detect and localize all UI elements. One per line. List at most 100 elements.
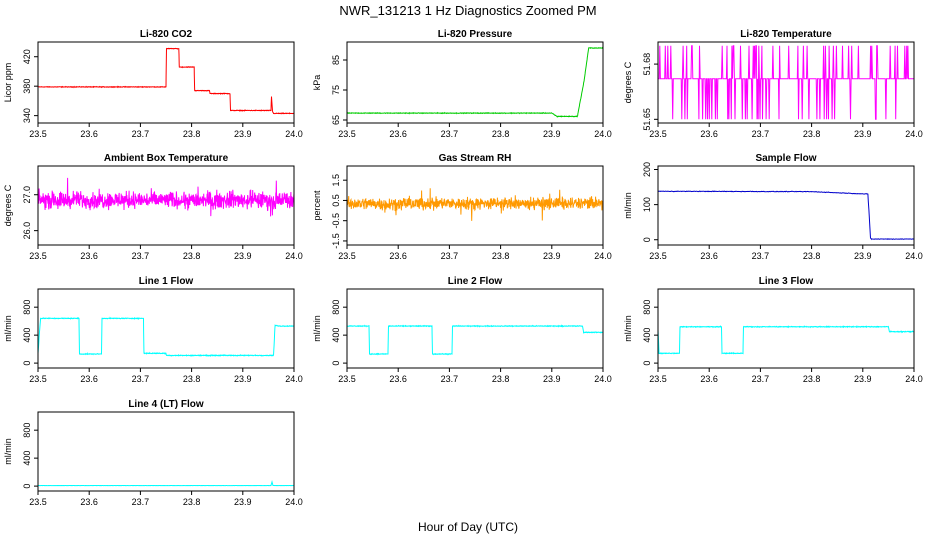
x-tick-label: 23.8 xyxy=(183,497,201,507)
x-tick-label: 24.0 xyxy=(594,251,612,261)
y-tick-label: 26.0 xyxy=(22,222,32,240)
x-tick-label: 23.9 xyxy=(234,129,252,139)
panels-group: Li-820 CO2 Licor ppm 23.5 23.6 23.7 23.8 23.9 2… xyxy=(3,29,923,507)
x-tick-label: 24.0 xyxy=(285,251,303,261)
y-axis-label: ml/min xyxy=(623,315,633,342)
y-tick-label: 340 xyxy=(22,108,32,123)
x-tick-label: 23.7 xyxy=(441,129,459,139)
x-tick-label: 23.6 xyxy=(389,251,407,261)
x-tick-label: 23.9 xyxy=(854,251,872,261)
y-tick-label: 0 xyxy=(22,361,32,366)
panel-title: Li-820 Pressure xyxy=(438,29,513,40)
y-tick-label: 51.65 xyxy=(642,108,652,131)
y-tick-label: 400 xyxy=(331,328,341,343)
x-tick-label: 23.9 xyxy=(854,374,872,384)
x-tick-label: 23.8 xyxy=(803,374,821,384)
y-tick-label: 400 xyxy=(22,328,32,343)
x-tick-label: 23.9 xyxy=(543,251,561,261)
x-tick-label: 24.0 xyxy=(905,251,923,261)
plot-frame xyxy=(346,288,604,369)
series-line-sample xyxy=(658,190,914,241)
y-tick-label: 100 xyxy=(642,197,652,212)
x-tick-label: 23.7 xyxy=(752,251,770,261)
y-tick-label: 65 xyxy=(331,115,341,125)
series-line-line2 xyxy=(347,324,603,356)
plot-frame xyxy=(657,288,915,369)
y-tick-label: 400 xyxy=(642,328,652,343)
x-tick-label: 23.5 xyxy=(649,129,667,139)
figure-title: NWR_131213 1 Hz Diagnostics Zoomed PM xyxy=(339,3,596,18)
y-tick-label: 85 xyxy=(331,55,341,65)
plot-frame xyxy=(346,165,604,246)
y-tick-label: 0 xyxy=(642,361,652,366)
y-tick-label: 200 xyxy=(642,162,652,177)
x-tick-label: 23.9 xyxy=(543,374,561,384)
y-tick-label: -0.5 xyxy=(331,213,341,229)
x-tick-label: 23.5 xyxy=(29,251,47,261)
x-tick-label: 23.7 xyxy=(752,374,770,384)
y-axis-label: degrees C xyxy=(623,61,633,103)
panel-line1: Line 1 Flow ml/min 23.5 23.6 23.7 23.8 23.9 24.… xyxy=(3,276,303,384)
y-axis-label: ml/min xyxy=(3,315,13,342)
panel-title: Line 1 Flow xyxy=(139,276,194,287)
figure-x-axis-label: Hour of Day (UTC) xyxy=(418,520,518,534)
series-line-line1 xyxy=(38,316,294,357)
series-line-temperature xyxy=(658,45,914,120)
series-line-line4 xyxy=(38,479,294,487)
y-axis-label: Licor ppm xyxy=(3,63,13,103)
x-tick-label: 23.7 xyxy=(132,497,150,507)
x-tick-label: 23.9 xyxy=(234,497,252,507)
x-tick-label: 23.6 xyxy=(700,374,718,384)
y-tick-label: 51.68 xyxy=(642,53,652,76)
panel-title: Line 3 Flow xyxy=(759,276,814,287)
x-tick-label: 23.5 xyxy=(29,497,47,507)
x-tick-label: 23.7 xyxy=(441,251,459,261)
y-tick-label: 420 xyxy=(22,49,32,64)
x-tick-label: 23.6 xyxy=(80,129,98,139)
x-tick-label: 23.5 xyxy=(338,251,356,261)
x-tick-label: 23.5 xyxy=(649,251,667,261)
x-tick-label: 23.6 xyxy=(389,129,407,139)
panel-title: Sample Flow xyxy=(755,153,816,164)
series-line-line3 xyxy=(658,324,914,355)
y-tick-label: 400 xyxy=(22,451,32,466)
panel-line2: Line 2 Flow ml/min 23.5 23.6 23.7 23.8 23.9 24.… xyxy=(312,276,612,384)
y-tick-label: 800 xyxy=(22,423,32,438)
plot-frame xyxy=(37,41,295,124)
y-tick-label: 27.0 xyxy=(22,186,32,204)
x-tick-label: 24.0 xyxy=(905,129,923,139)
y-axis-label: percent xyxy=(312,190,322,221)
series-line-co2 xyxy=(38,47,294,115)
y-axis-label: ml/min xyxy=(623,192,633,219)
y-tick-label: 75 xyxy=(331,85,341,95)
y-tick-label: 800 xyxy=(642,300,652,315)
panel-temperature: Li-820 Temperature degrees C 23.5 23.6 23.7 2… xyxy=(623,29,923,139)
panel-co2: Li-820 CO2 Licor ppm 23.5 23.6 23.7 23.8 23.9 2… xyxy=(3,29,303,139)
series-line-rh xyxy=(347,188,603,221)
y-tick-label: 800 xyxy=(22,300,32,315)
panel-line3: Line 3 Flow ml/min 23.5 23.6 23.7 23.8 23.9 24.… xyxy=(623,276,923,384)
x-tick-label: 23.6 xyxy=(389,374,407,384)
x-tick-label: 24.0 xyxy=(905,374,923,384)
x-tick-label: 23.5 xyxy=(649,374,667,384)
panel-ambient: Ambient Box Temperature degrees C 23.5 23.6… xyxy=(3,153,303,261)
panel-title: Li-820 Temperature xyxy=(740,29,832,40)
panel-title: Line 2 Flow xyxy=(448,276,503,287)
plot-frame xyxy=(37,165,295,246)
plot-frame xyxy=(657,41,915,124)
y-tick-label: 380 xyxy=(22,79,32,94)
x-tick-label: 23.8 xyxy=(183,129,201,139)
x-tick-label: 24.0 xyxy=(285,129,303,139)
plot-frame xyxy=(346,41,604,124)
plot-frame xyxy=(37,288,295,369)
x-tick-label: 24.0 xyxy=(594,129,612,139)
x-tick-label: 23.8 xyxy=(803,129,821,139)
plot-frame xyxy=(37,411,295,492)
x-tick-label: 23.6 xyxy=(80,374,98,384)
panel-pressure: Li-820 Pressure kPa 23.5 23.6 23.7 23.8 23.9 24… xyxy=(312,29,612,139)
x-tick-label: 23.5 xyxy=(338,129,356,139)
x-tick-label: 23.8 xyxy=(492,251,510,261)
panel-title: Ambient Box Temperature xyxy=(104,153,229,164)
